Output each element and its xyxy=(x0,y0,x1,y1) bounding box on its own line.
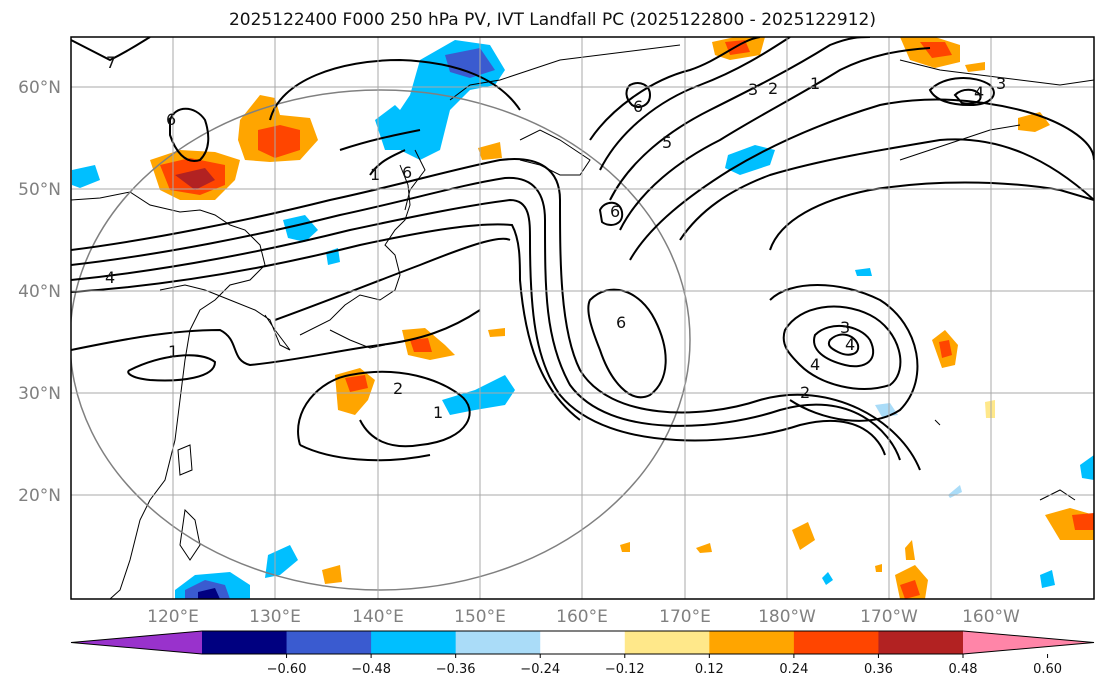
colorbar-segment xyxy=(202,631,288,654)
contour-label: 1 xyxy=(168,342,178,361)
map-frame xyxy=(70,36,1095,600)
contour-label: 1 xyxy=(433,403,443,422)
lon-label: 160°E xyxy=(556,607,608,627)
colorbar-tick-label: −0.12 xyxy=(605,662,645,677)
colorbar-tick-label: 0.24 xyxy=(779,662,808,677)
contour-label: 7 xyxy=(106,53,116,72)
lon-label: 120°E xyxy=(147,607,199,627)
colorbar-segment xyxy=(455,631,541,654)
colorbar-outline xyxy=(70,630,1095,655)
contour-label: 3 xyxy=(840,318,850,337)
colorbar-tick-label: 0.60 xyxy=(1033,662,1062,677)
contour-label: 6 xyxy=(402,163,412,182)
colorbar-segment xyxy=(371,631,457,654)
lat-label: 20°N xyxy=(18,486,61,506)
lat-label: 50°N xyxy=(18,180,61,200)
colorbar: −0.60 −0.48 −0.36 −0.24 −0.12 0.12 0.24 0.36 0.4… xyxy=(70,630,1095,677)
contour-label: 6 xyxy=(166,110,176,129)
colorbar-segment xyxy=(540,631,626,654)
colorbar-segment xyxy=(624,631,710,654)
contour-label: 4 xyxy=(845,335,855,354)
contour-label: 3 xyxy=(996,74,1006,93)
lon-label: 150°E xyxy=(454,607,506,627)
coastlines xyxy=(71,44,1094,599)
colorbar-tick-label: 0.48 xyxy=(949,662,978,677)
contour-label: 2 xyxy=(800,383,810,402)
lat-label: 60°N xyxy=(18,78,61,98)
lon-label: 140°E xyxy=(352,607,404,627)
contour-label: 6 xyxy=(633,97,643,116)
lat-label: 30°N xyxy=(18,384,61,404)
contour-label: 1 xyxy=(810,74,820,93)
longitude-labels: 120°E 130°E 140°E 150°E 160°E 170°E 180°… xyxy=(147,607,1020,627)
distance-circle xyxy=(71,89,691,591)
colorbar-tick-label: −0.24 xyxy=(520,662,560,677)
contour-label: 6 xyxy=(616,313,626,332)
colorbar-tick-label: −0.60 xyxy=(267,662,307,677)
pv-anomaly-shading xyxy=(72,37,1094,599)
colorbar-segment xyxy=(709,631,795,654)
lon-label: 170°W xyxy=(860,607,918,627)
ivt-contours xyxy=(71,37,1094,471)
colorbar-segment xyxy=(793,631,879,654)
contour-label: 1 xyxy=(370,165,380,184)
lat-label: 40°N xyxy=(18,282,61,302)
contour-labels: 7 6 1 6 4 1 2 1 5 3 2 1 3 4 6 6 3 6 4 2 … xyxy=(105,53,1006,422)
contour-label: 6 xyxy=(610,202,620,221)
contour-label: 4 xyxy=(105,268,115,287)
colorbar-extend-low xyxy=(71,631,202,654)
contour-label: 3 xyxy=(748,80,758,99)
contour-label: 4 xyxy=(974,83,984,102)
colorbar-tick-label: −0.48 xyxy=(351,662,391,677)
lon-label: 160°W xyxy=(962,607,1020,627)
lon-label: 170°E xyxy=(659,607,711,627)
map-title: 2025122400 F000 250 hPa PV, IVT Landfall… xyxy=(228,10,876,30)
colorbar-segment xyxy=(878,631,964,654)
lon-label: 180°W xyxy=(758,607,816,627)
contour-label: 4 xyxy=(810,355,820,374)
colorbar-tick-label: 0.36 xyxy=(864,662,893,677)
colorbar-extend-high xyxy=(963,631,1094,654)
contour-label: 2 xyxy=(768,79,778,98)
lon-label: 130°E xyxy=(249,607,301,627)
contour-label: 5 xyxy=(662,133,672,152)
lat-lon-grid xyxy=(71,37,1094,599)
colorbar-tick-label: −0.36 xyxy=(436,662,476,677)
latitude-labels: 60°N 50°N 40°N 30°N 20°N xyxy=(18,78,61,506)
contour-label: 2 xyxy=(393,379,403,398)
colorbar-tick-label: 0.12 xyxy=(695,662,724,677)
colorbar-segment xyxy=(286,631,372,654)
